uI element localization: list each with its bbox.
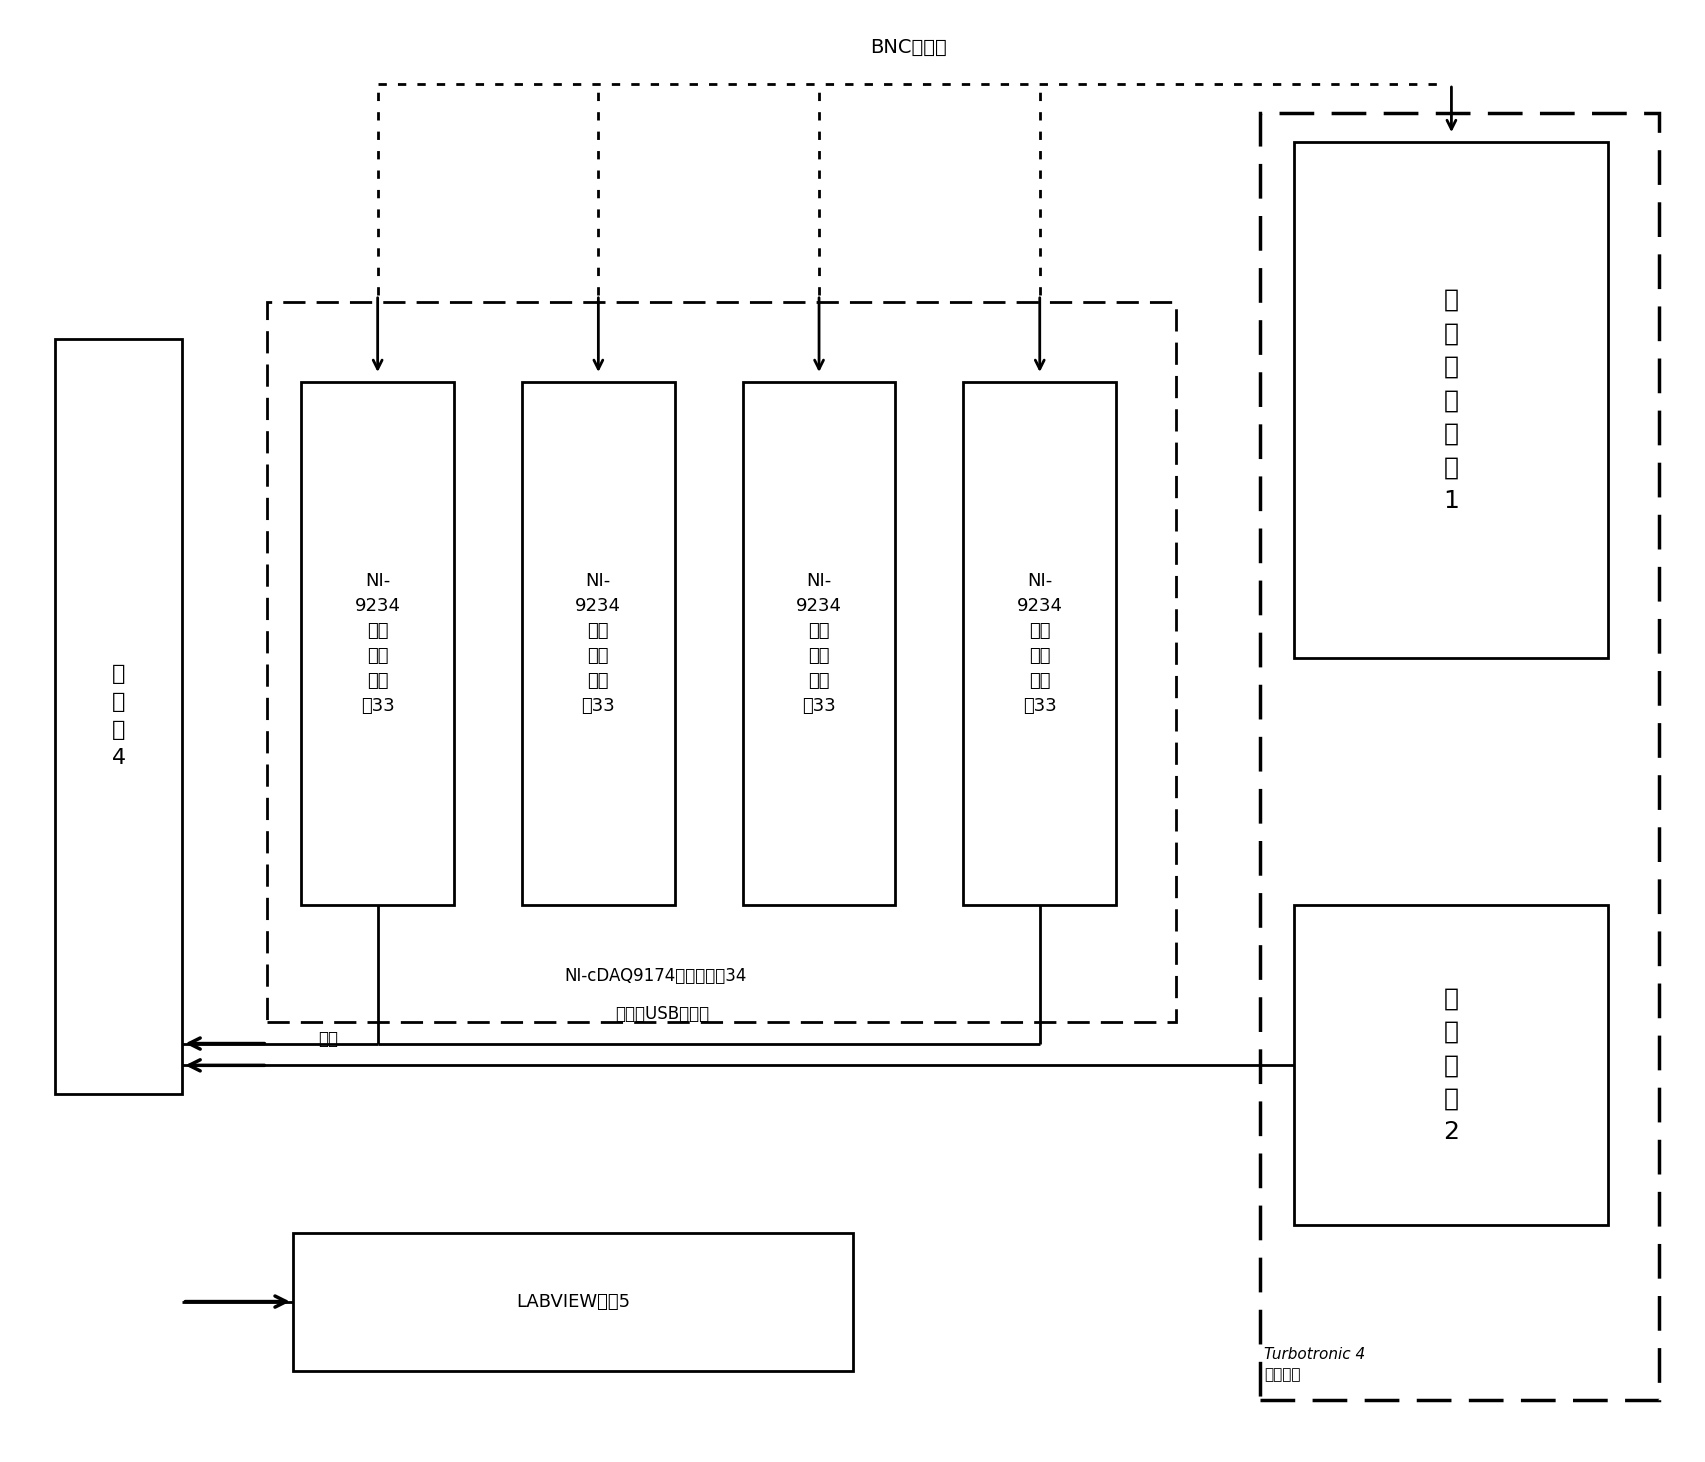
Bar [268,303,1175,1022]
Text: NI-
9234
电压
信号
采集
卡33: NI- 9234 电压 信号 采集 卡33 [1016,572,1062,715]
Bar [963,382,1115,905]
Bar [522,382,675,905]
Bar [1260,113,1659,1399]
Text: LABVIEW平台5: LABVIEW平台5 [515,1292,629,1310]
Text: 网
络
模
块
2: 网 络 模 块 2 [1442,987,1458,1145]
Text: NI-
9234
电压
信号
采集
卡33: NI- 9234 电压 信号 采集 卡33 [796,572,842,715]
Bar [742,382,895,905]
Text: NI-
9234
电压
信号
采集
卡33: NI- 9234 电压 信号 采集 卡33 [575,572,621,715]
Bar [293,1232,852,1370]
Text: 网线或USB数据线: 网线或USB数据线 [614,1006,709,1023]
Bar [55,339,182,1095]
Text: NI-cDAQ9174四插槽机笩34: NI-cDAQ9174四插槽机笩34 [564,968,747,985]
Bar [302,382,454,905]
Text: Turbotronic 4
控制系统: Turbotronic 4 控制系统 [1263,1348,1364,1382]
Text: 网线: 网线 [319,1031,338,1048]
Text: BNC信号线: BNC信号线 [870,38,946,57]
Text: 振
动
监
测
模
块
1: 振 动 监 测 模 块 1 [1442,288,1458,513]
Bar [1294,905,1608,1225]
Text: 计
算
机
4: 计 算 机 4 [111,664,126,769]
Bar [1294,142,1608,658]
Text: NI-
9234
电压
信号
采集
卡33: NI- 9234 电压 信号 采集 卡33 [355,572,401,715]
